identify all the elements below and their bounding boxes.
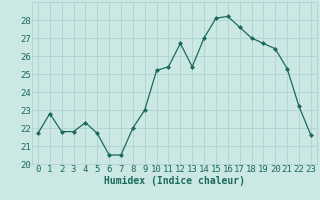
X-axis label: Humidex (Indice chaleur): Humidex (Indice chaleur) — [104, 176, 245, 186]
